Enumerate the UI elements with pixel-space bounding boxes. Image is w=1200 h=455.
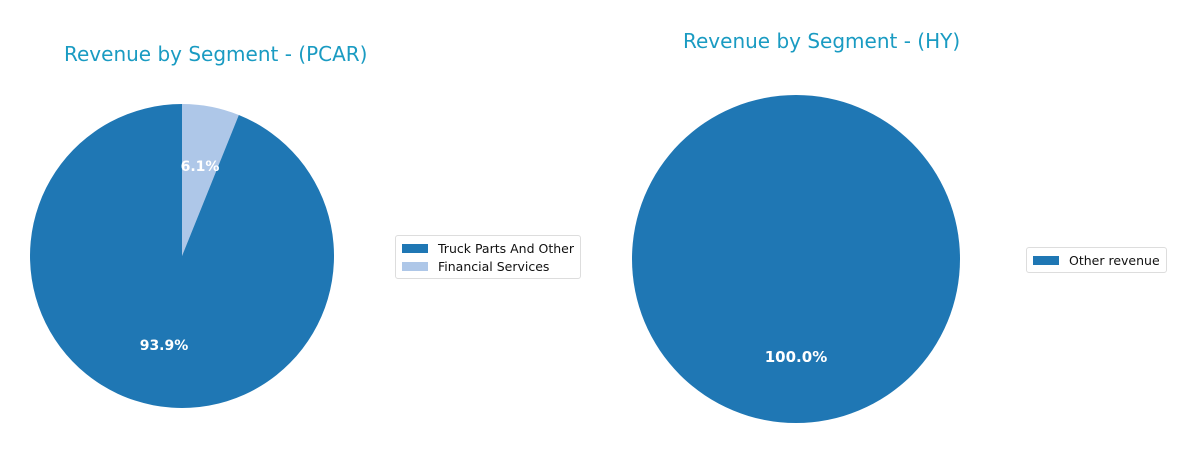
legend-label: Other revenue bbox=[1069, 252, 1160, 268]
legend-pcar: Truck Parts And Other Financial Services bbox=[395, 235, 581, 279]
legend-label: Truck Parts And Other bbox=[438, 240, 574, 256]
legend-item-truck-parts: Truck Parts And Other bbox=[402, 239, 574, 257]
legend-item-financial-services: Financial Services bbox=[402, 257, 574, 275]
legend-label: Financial Services bbox=[438, 258, 550, 274]
label-financial-services: 6.1% bbox=[181, 159, 220, 175]
legend-hy: Other revenue bbox=[1026, 247, 1167, 273]
swatch-icon bbox=[402, 261, 428, 271]
legend-item-other-revenue: Other revenue bbox=[1033, 251, 1160, 269]
chart-title-pcar: Revenue by Segment - (PCAR) bbox=[64, 42, 368, 66]
slice-other-revenue bbox=[632, 95, 960, 423]
slice-truck-parts bbox=[30, 104, 335, 409]
pie-hy: 100.0% bbox=[632, 95, 960, 423]
label-other-revenue: 100.0% bbox=[765, 348, 827, 366]
chart-title-hy: Revenue by Segment - (HY) bbox=[683, 29, 961, 53]
swatch-icon bbox=[402, 243, 428, 253]
swatch-icon bbox=[1033, 255, 1059, 265]
pie-pcar: 6.1% 93.9% bbox=[30, 104, 335, 409]
label-truck-parts: 93.9% bbox=[140, 338, 189, 354]
slice-financial-services bbox=[182, 104, 239, 256]
